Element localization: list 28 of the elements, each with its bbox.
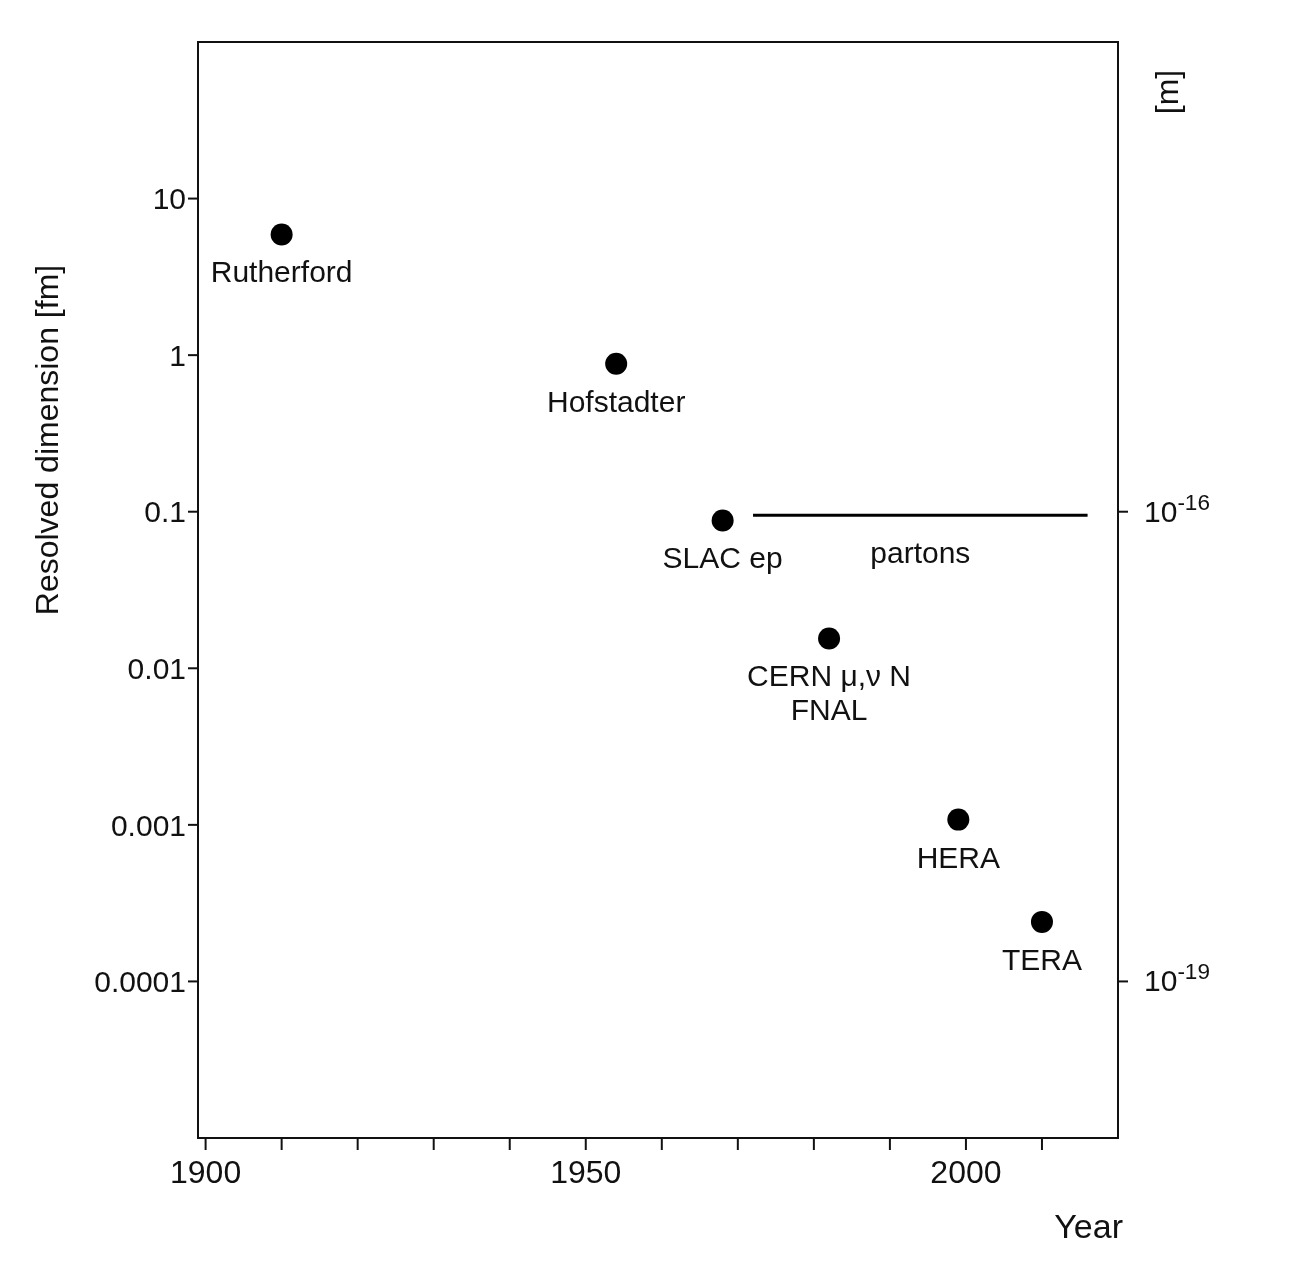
- point: [947, 808, 970, 831]
- x-tick-label: 2000: [930, 1153, 1002, 1190]
- y-tick-label: 0.001: [110, 808, 186, 842]
- x-axis-title: Year: [1054, 1207, 1123, 1245]
- y2-axis-title: [m]: [1149, 69, 1185, 115]
- point: [1030, 910, 1053, 933]
- annotation: CERN μ,ν N: [747, 659, 912, 693]
- annotation: HERA: [916, 840, 1001, 874]
- y-tick-label: 0.1: [144, 495, 186, 529]
- annotation: Hofstadter: [546, 384, 686, 418]
- y-tick-label: 1: [169, 338, 186, 372]
- y-tick-label: 10: [152, 182, 186, 216]
- y-tick-label: 0.01: [127, 651, 186, 685]
- annotation: Rutherford: [210, 255, 353, 289]
- y2-tick-label: 10$^{-16}$: [1144, 489, 1210, 528]
- annotation: SLAC ep: [662, 541, 783, 575]
- point: [270, 223, 293, 246]
- annotation: FNAL: [790, 693, 868, 727]
- annotation: TERA: [1001, 942, 1082, 976]
- point: [711, 509, 734, 532]
- point: [818, 627, 841, 650]
- y-tick-label: 0.0001: [94, 965, 186, 999]
- y-axis-title: Resolved dimension [fm]: [29, 264, 65, 616]
- x-tick-label: 1900: [170, 1153, 242, 1190]
- point: [605, 352, 628, 375]
- annotation: partons: [870, 536, 971, 570]
- x-tick-label: 1950: [550, 1153, 622, 1190]
- y2-tick-label: 10$^{-19}$: [1144, 958, 1210, 998]
